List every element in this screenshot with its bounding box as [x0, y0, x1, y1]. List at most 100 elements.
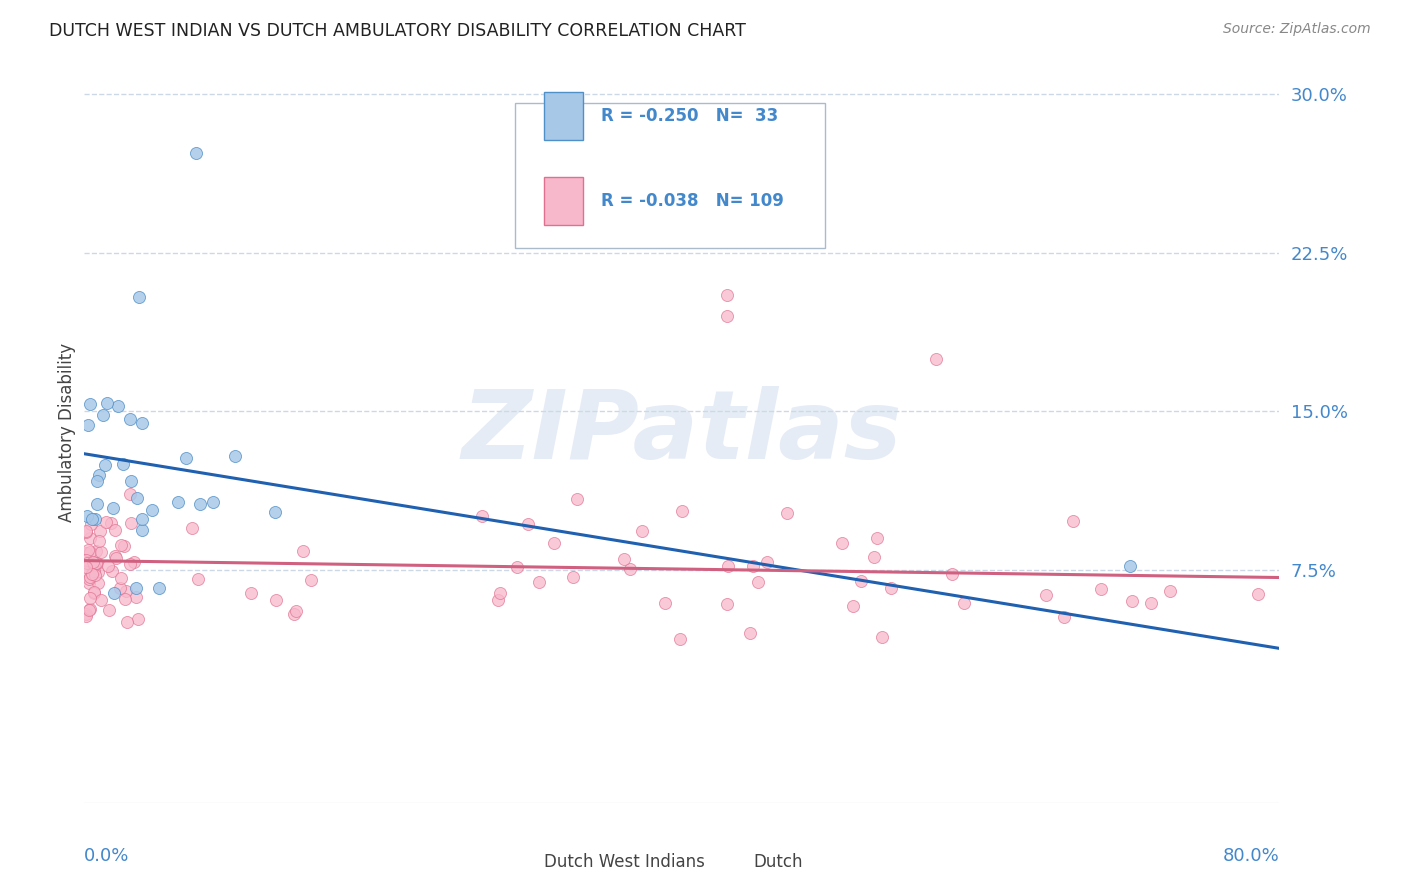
Text: 0.0%: 0.0% [84, 847, 129, 865]
Point [76, 508, 98, 523]
Point [111, 457, 134, 471]
Point [79, 603, 101, 617]
Point [671, 504, 693, 518]
Point [108, 581, 131, 595]
Point [740, 625, 762, 640]
Point [522, 225, 544, 239]
Point [131, 511, 153, 525]
Point [1139, 597, 1161, 611]
Point [1119, 558, 1142, 573]
Point [292, 544, 315, 558]
Point [117, 615, 139, 630]
Point [103, 586, 125, 600]
FancyBboxPatch shape [515, 103, 825, 247]
Point [76, 607, 98, 622]
Point [97, 603, 120, 617]
Point [107, 399, 129, 413]
Point [131, 523, 153, 537]
Point [863, 549, 886, 564]
Point [202, 495, 225, 509]
Point [90, 545, 112, 559]
Point [104, 550, 127, 565]
Point [613, 551, 636, 566]
Point [86, 556, 108, 570]
Point [97, 559, 120, 574]
Point [104, 549, 127, 563]
FancyBboxPatch shape [515, 856, 536, 884]
Point [264, 592, 287, 607]
Point [83, 564, 105, 578]
Text: DUTCH WEST INDIAN VS DUTCH AMBULATORY DISABILITY CORRELATION CHART: DUTCH WEST INDIAN VS DUTCH AMBULATORY DI… [49, 22, 747, 40]
Point [128, 289, 150, 303]
Point [506, 559, 529, 574]
Point [103, 501, 125, 516]
Point [742, 558, 765, 573]
Text: Dutch: Dutch [754, 853, 803, 871]
Point [831, 535, 853, 549]
Text: 80.0%: 80.0% [1223, 847, 1279, 865]
Point [125, 581, 148, 595]
Point [87, 565, 110, 579]
Point [79, 557, 101, 571]
Point [925, 351, 948, 366]
Point [114, 591, 136, 606]
Point [120, 475, 142, 489]
Point [120, 516, 142, 531]
FancyBboxPatch shape [724, 856, 745, 884]
Point [716, 288, 738, 302]
Point [84, 543, 107, 558]
Y-axis label: Ambulatory Disability: Ambulatory Disability [58, 343, 76, 522]
Point [118, 558, 141, 572]
Point [112, 539, 135, 553]
Point [104, 524, 127, 538]
Point [110, 538, 132, 552]
Point [76, 556, 98, 570]
Point [82, 566, 104, 581]
Point [486, 593, 509, 607]
Point [93, 408, 115, 422]
Text: R = -0.250   N=  33: R = -0.250 N= 33 [600, 107, 778, 125]
Point [1090, 582, 1112, 596]
Point [953, 596, 976, 610]
Point [83, 512, 105, 526]
Point [264, 505, 287, 519]
Point [879, 581, 901, 595]
Point [1035, 588, 1057, 602]
Point [84, 568, 107, 582]
Point [82, 555, 104, 569]
Point [619, 562, 641, 576]
Point [96, 396, 118, 410]
Point [1159, 584, 1181, 599]
FancyBboxPatch shape [544, 92, 582, 140]
Point [90, 593, 112, 607]
Point [77, 542, 100, 557]
Point [516, 517, 538, 532]
Point [471, 509, 494, 524]
Point [124, 555, 146, 569]
Point [747, 575, 769, 590]
Point [716, 310, 738, 324]
Point [543, 536, 565, 550]
Point [100, 516, 122, 531]
Point [654, 596, 676, 610]
Point [776, 506, 799, 520]
Point [80, 566, 103, 581]
Point [872, 631, 894, 645]
Point [79, 397, 101, 411]
Point [75, 546, 97, 560]
Point [174, 451, 197, 466]
Point [77, 576, 100, 591]
Point [716, 597, 738, 611]
Point [77, 572, 100, 586]
Point [125, 590, 148, 604]
Point [83, 584, 105, 599]
Point [80, 512, 103, 526]
Point [187, 572, 209, 586]
Point [118, 412, 141, 426]
Point [80, 516, 103, 531]
Point [841, 599, 863, 613]
Point [89, 533, 111, 548]
Point [86, 497, 108, 511]
Point [89, 524, 111, 539]
Point [562, 570, 585, 584]
